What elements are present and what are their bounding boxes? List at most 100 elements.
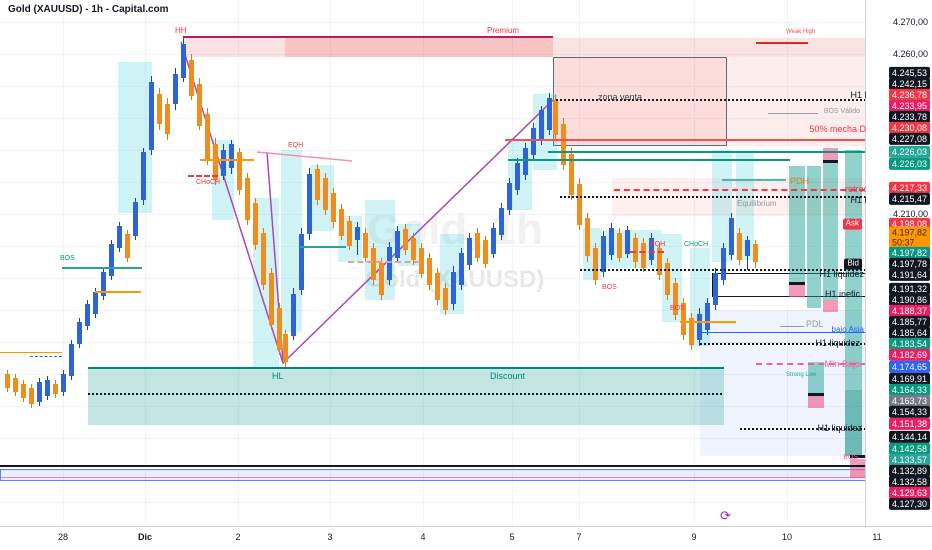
price-axis[interactable]: 4.270,00 4.260,00 4.210,00 4.245,53 4.242,15… (842, 0, 932, 527)
annotation-label[interactable]: BOS Válido (823, 108, 860, 115)
annotation-label[interactable]: BOS (843, 454, 858, 461)
projection-bar[interactable] (807, 166, 821, 308)
projection-bar[interactable] (823, 148, 838, 160)
annotation-line[interactable] (0, 352, 62, 354)
annotation-line[interactable] (95, 291, 141, 293)
price-axis-label: 4.210,00 (892, 209, 928, 219)
zone[interactable] (285, 38, 553, 57)
candle-body (165, 104, 170, 134)
annotation-line[interactable] (700, 332, 866, 334)
projection-bar[interactable] (850, 459, 866, 478)
annotation-label[interactable]: Premium (487, 26, 520, 35)
annotation-line[interactable] (700, 343, 866, 345)
annotation-label[interactable]: H1 liquidez (817, 423, 862, 433)
projection-bar[interactable] (823, 160, 838, 163)
replay-countdown-icon[interactable]: ⟳ (720, 508, 731, 523)
grid-line-h (0, 438, 866, 439)
annotation-label[interactable]: PDL (806, 319, 824, 329)
annotation-line[interactable] (580, 269, 866, 271)
annotation-label[interactable]: EQH (650, 241, 666, 248)
annotation-line[interactable] (548, 151, 866, 153)
session-box[interactable] (508, 140, 532, 210)
trend-line[interactable] (256, 151, 353, 162)
annotation-label[interactable]: PDH (790, 176, 810, 186)
annotation-label[interactable]: zona venta (598, 92, 643, 102)
time-axis[interactable]: 28 Dic 2 3 4 5 7 9 10 11 (0, 526, 932, 550)
projection-bar[interactable] (823, 163, 838, 300)
annotation-label[interactable]: H1 liquidez (819, 269, 864, 279)
annotation-line[interactable] (756, 42, 808, 44)
annotation-label[interactable]: H1 inefic (824, 289, 860, 299)
annotation-line[interactable] (200, 159, 254, 161)
zone[interactable] (700, 310, 866, 456)
annotation-line[interactable] (768, 113, 818, 115)
annotation-line[interactable] (348, 261, 420, 263)
annotation-label[interactable]: Discount (490, 371, 526, 381)
annotation-line[interactable] (183, 36, 553, 38)
session-box[interactable] (118, 62, 152, 213)
projection-bar[interactable] (845, 390, 862, 456)
annotation-line[interactable] (756, 363, 866, 365)
annotation-label[interactable]: CHoCH (196, 179, 221, 186)
annotation-label[interactable]: EQH (288, 142, 304, 149)
annotation-line[interactable] (88, 367, 724, 369)
projection-bar[interactable] (789, 285, 805, 297)
annotation-line[interactable] (556, 99, 866, 101)
annotation-label[interactable]: H1 liquidez (815, 338, 860, 348)
projection-bar[interactable] (808, 393, 824, 396)
annotation-label[interactable]: 50% mecha D/ Inef 1H (809, 124, 866, 134)
annotation-label[interactable]: HL (272, 371, 284, 381)
grid-line-h (0, 182, 866, 183)
annotation-label[interactable]: Strong Low (786, 372, 817, 378)
annotation-line[interactable] (88, 393, 722, 395)
projection-bar[interactable] (808, 396, 824, 408)
annotation-label[interactable]: retroceso h1 (844, 184, 866, 194)
trend-line[interactable] (180, 41, 554, 365)
trend-zigzag-layer[interactable] (0, 0, 866, 527)
annotation-line[interactable] (722, 179, 786, 181)
candle-body (277, 308, 282, 350)
annotation-line[interactable] (850, 455, 866, 459)
annotation-line[interactable] (30, 356, 62, 358)
zone[interactable] (727, 57, 866, 146)
candle-body (299, 234, 304, 290)
price-tag: 4.127,30 (888, 497, 930, 511)
annotation-label[interactable]: BOS (60, 255, 75, 262)
annotation-line[interactable] (505, 139, 866, 141)
annotation-line[interactable] (0, 476, 866, 478)
annotation-line[interactable] (188, 175, 218, 177)
session-box[interactable] (281, 150, 302, 332)
annotation-line[interactable] (780, 326, 804, 328)
candle-body (745, 240, 750, 256)
annotation-label[interactable]: Mín Bajo (824, 359, 860, 369)
annotation-label[interactable]: CHoCH (684, 241, 709, 248)
annotation-label[interactable]: H1 liquidez (850, 90, 866, 100)
annotation-label[interactable]: Equilibrium (737, 199, 777, 208)
annotation-line[interactable] (300, 246, 346, 248)
annotation-line[interactable] (630, 251, 664, 253)
projection-bar[interactable] (789, 282, 805, 285)
annotation-line[interactable] (508, 159, 790, 161)
projection-bar[interactable] (808, 362, 824, 393)
grid-line-h (0, 310, 866, 311)
annotation-label[interactable]: BOS (602, 284, 617, 291)
annotation-label[interactable]: BOS (670, 305, 685, 312)
annotation-line[interactable] (560, 196, 866, 198)
session-box[interactable] (310, 165, 334, 231)
annotation-label[interactable]: bajo Asia (831, 325, 864, 334)
annotation-line[interactable] (614, 189, 866, 191)
annotation-line[interactable] (0, 464, 866, 467)
chart-pane[interactable]: Gold, 1h Gold (XAUUSD) HH Premium Weak Hig… (0, 0, 866, 527)
annotation-line[interactable] (740, 428, 866, 430)
annotation-line[interactable] (680, 321, 736, 323)
zone[interactable] (88, 368, 724, 425)
annotation-label[interactable]: HH (175, 26, 187, 35)
annotation-line[interactable] (62, 267, 142, 269)
session-box[interactable] (712, 150, 732, 262)
ask-badge: Ask (842, 218, 862, 230)
projection-bar[interactable] (823, 300, 838, 312)
annotation-label[interactable]: H1 liquidez (850, 195, 866, 205)
zone[interactable] (183, 38, 866, 57)
annotation-label[interactable]: Weak High (786, 29, 816, 35)
projection-bar[interactable] (789, 166, 805, 282)
